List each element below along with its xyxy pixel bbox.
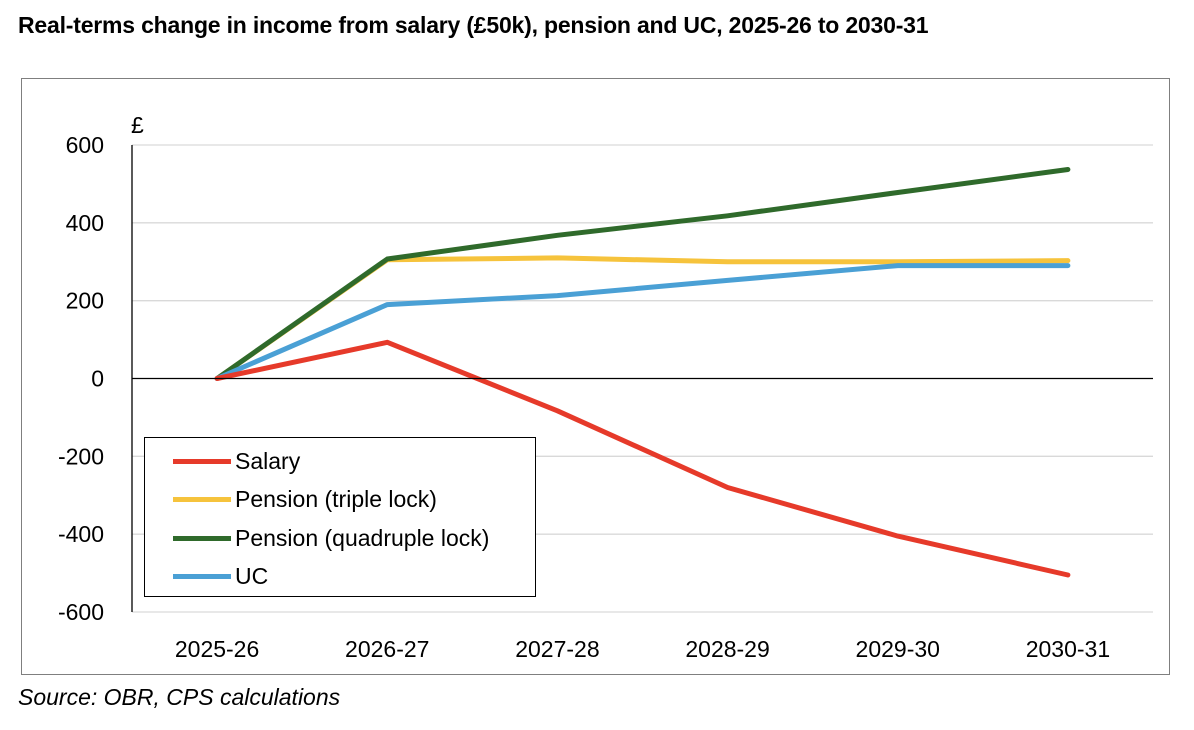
series-line-pension-quadruple-lock (214, 167, 1071, 381)
y-tick-label-600: -600 (58, 599, 104, 625)
series-line-pension-triple-lock (214, 255, 1071, 381)
x-tick-label-2027-28: 2027-28 (515, 636, 599, 662)
legend-item-pension-triple-lock: Pension (triple lock) (173, 484, 437, 514)
y-tick-label-400: 400 (66, 210, 104, 236)
legend-label-pension-quadruple-lock: Pension (quadruple lock) (235, 524, 490, 551)
series-line-salary (214, 339, 1071, 578)
x-tick-label-2026-27: 2026-27 (345, 636, 429, 662)
y-tick-label-0: 0 (91, 366, 104, 392)
y-tick-label-400: -400 (58, 521, 104, 547)
y-tick-label-600: 600 (66, 132, 104, 158)
x-tick-label-2028-29: 2028-29 (685, 636, 769, 662)
legend-item-uc: UC (173, 561, 268, 591)
y-tick-label-200: -200 (58, 443, 104, 469)
chart-frame (21, 78, 1170, 675)
series-line-uc (214, 263, 1071, 381)
chart-legend: Salary Pension (triple lock) Pension (qu… (144, 437, 536, 597)
x-tick-label-2025-26: 2025-26 (175, 636, 259, 662)
legend-swatch-salary (173, 458, 231, 464)
x-tick-label-2029-30: 2029-30 (856, 636, 940, 662)
legend-label-uc: UC (235, 562, 269, 589)
legend-item-salary: Salary (173, 446, 300, 476)
legend-swatch-pension-quadruple-lock (173, 535, 231, 541)
legend-swatch-pension-triple-lock (173, 496, 231, 502)
x-tick-label-2030-31: 2030-31 (1026, 636, 1110, 662)
legend-label-pension-triple-lock: Pension (triple lock) (235, 485, 437, 512)
chart-title: Real-terms change in income from salary … (18, 12, 929, 38)
y-axis-unit-label: £ (131, 112, 144, 138)
legend-item-pension-quadruple-lock: Pension (quadruple lock) (173, 523, 489, 553)
y-tick-label-200: 200 (66, 288, 104, 314)
legend-swatch-uc (173, 573, 231, 579)
legend-label-salary: Salary (235, 447, 301, 474)
source-note: Source: OBR, CPS calculations (18, 684, 341, 710)
